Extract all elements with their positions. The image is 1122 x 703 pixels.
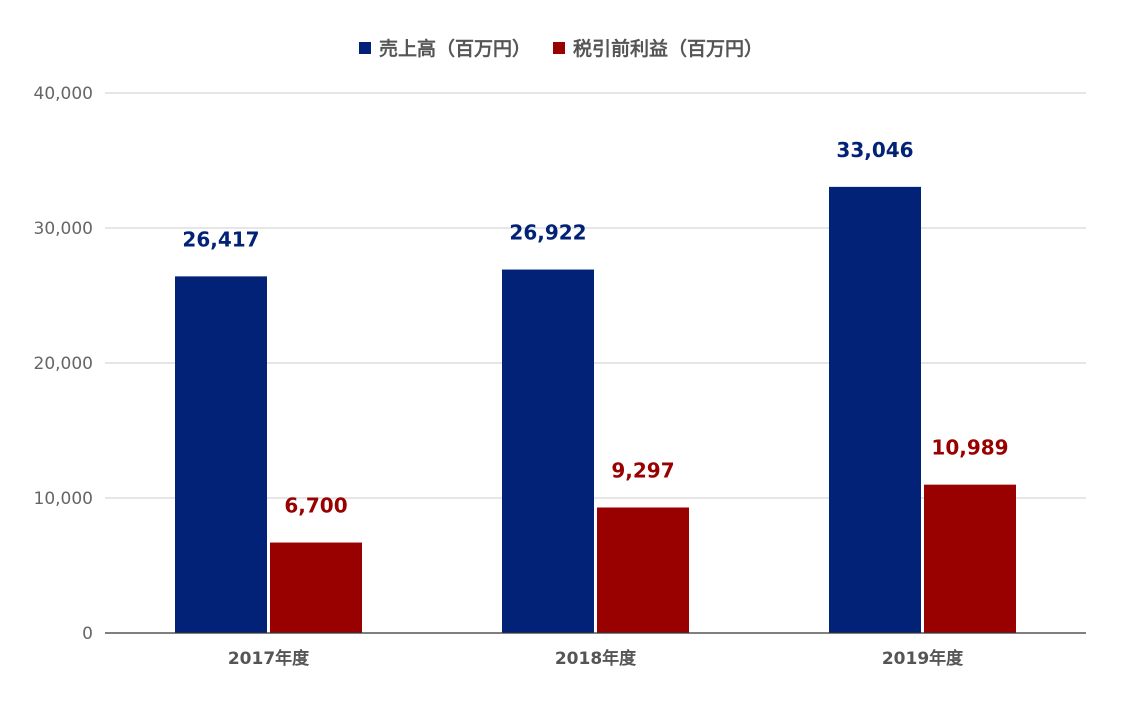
y-tick-label: 20,000	[34, 354, 93, 374]
data-label: 26,922	[509, 221, 586, 245]
data-label: 10,989	[931, 436, 1008, 460]
y-tick-label: 10,000	[34, 489, 93, 509]
bar	[270, 542, 362, 633]
x-tick-label: 2018年度	[555, 648, 637, 669]
x-tick-label: 2019年度	[882, 648, 964, 669]
bar	[597, 507, 689, 633]
legend-swatch-pretax-profit	[553, 41, 565, 54]
data-label: 26,417	[182, 227, 259, 251]
bar	[829, 186, 921, 633]
data-label: 6,700	[284, 494, 347, 518]
data-label: 33,046	[836, 138, 913, 162]
legend-swatch-sales	[358, 41, 371, 54]
bar	[175, 276, 267, 633]
y-tick-label: 0	[82, 624, 93, 644]
y-tick-label: 30,000	[34, 219, 93, 239]
legend-label-sales: 売上高（百万円）	[378, 38, 531, 60]
legend-item-sales: 売上高（百万円）	[358, 34, 531, 61]
legend-item-pretax-profit: 税引前利益（百万円）	[553, 34, 763, 61]
bar	[924, 484, 1016, 633]
data-label: 9,297	[611, 458, 674, 482]
y-tick-label: 40,000	[34, 84, 93, 104]
x-tick-label: 2017年度	[228, 648, 310, 669]
bar	[502, 269, 594, 633]
legend: 売上高（百万円） 税引前利益（百万円）	[0, 34, 1122, 61]
legend-label-pretax-profit: 税引前利益（百万円）	[573, 38, 764, 60]
